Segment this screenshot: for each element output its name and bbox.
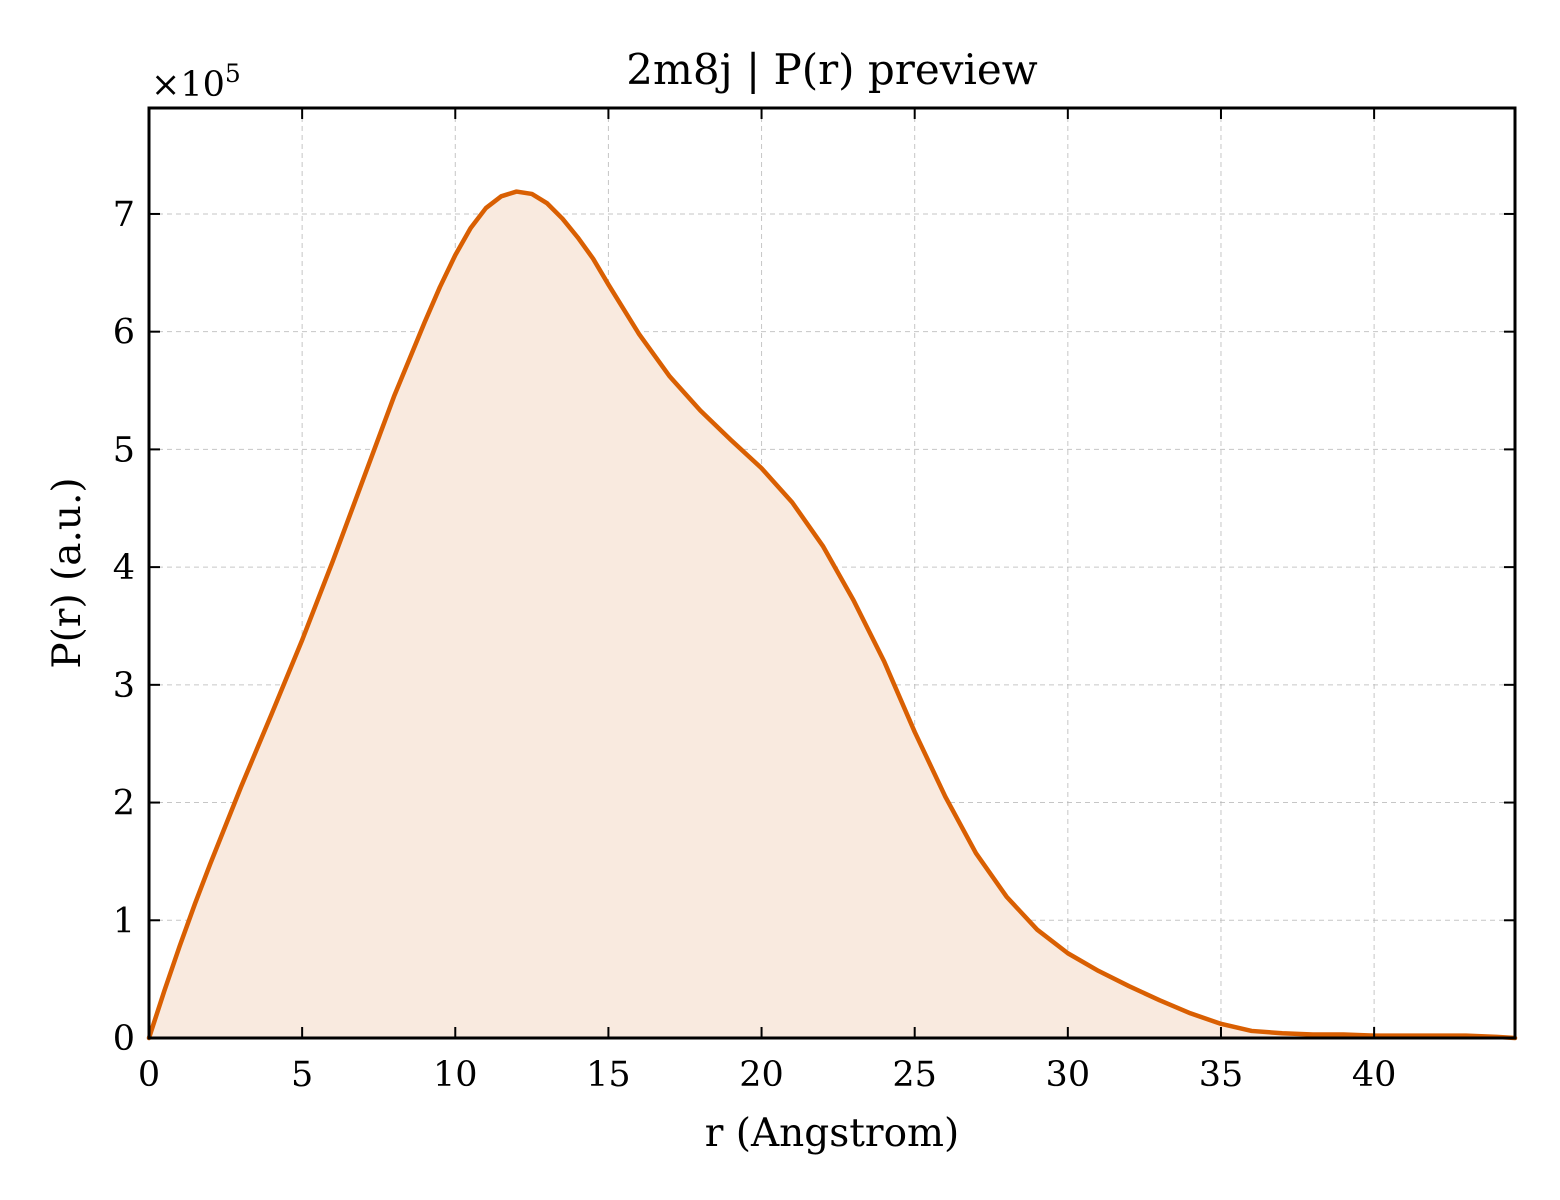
x-tick-label: 0 bbox=[138, 1055, 160, 1095]
pr-series-line bbox=[146, 189, 1518, 1041]
plot-frame bbox=[147, 106, 1517, 1040]
pr-area-fill bbox=[149, 191, 1515, 1038]
x-tick-label: 20 bbox=[739, 1055, 784, 1095]
x-tick-label: 40 bbox=[1352, 1055, 1397, 1095]
y-multiplier-exponent: 5 bbox=[225, 59, 241, 88]
y-tick-label: 4 bbox=[113, 548, 135, 588]
x-axis-label: r (Angstrom) bbox=[705, 1111, 960, 1156]
y-multiplier-base: ×10 bbox=[151, 65, 225, 105]
y-tick-label: 6 bbox=[113, 313, 135, 353]
y-tick-label: 7 bbox=[113, 195, 135, 235]
y-tick-label: 3 bbox=[113, 666, 135, 706]
x-tick-label: 25 bbox=[892, 1055, 937, 1095]
x-tick-label: 30 bbox=[1046, 1055, 1091, 1095]
y-axis-multiplier: ×105 bbox=[151, 59, 241, 105]
x-tick-label: 15 bbox=[586, 1055, 631, 1095]
x-tick-label: 10 bbox=[433, 1055, 478, 1095]
x-tick-label: 35 bbox=[1199, 1055, 1244, 1095]
x-tick-label: 5 bbox=[291, 1055, 313, 1095]
chart-title: 2m8j | P(r) preview bbox=[626, 45, 1037, 94]
y-tick-label: 0 bbox=[113, 1019, 135, 1059]
y-axis-label: P(r) (a.u.) bbox=[45, 477, 90, 668]
y-tick-label: 2 bbox=[113, 784, 135, 824]
y-tick-label: 1 bbox=[113, 901, 135, 941]
axis-ticks: 0 5 10 15 20 25 30 35 40 0 1 2 3 4 5 6 7 bbox=[113, 108, 1515, 1095]
y-tick-label: 5 bbox=[113, 430, 135, 470]
